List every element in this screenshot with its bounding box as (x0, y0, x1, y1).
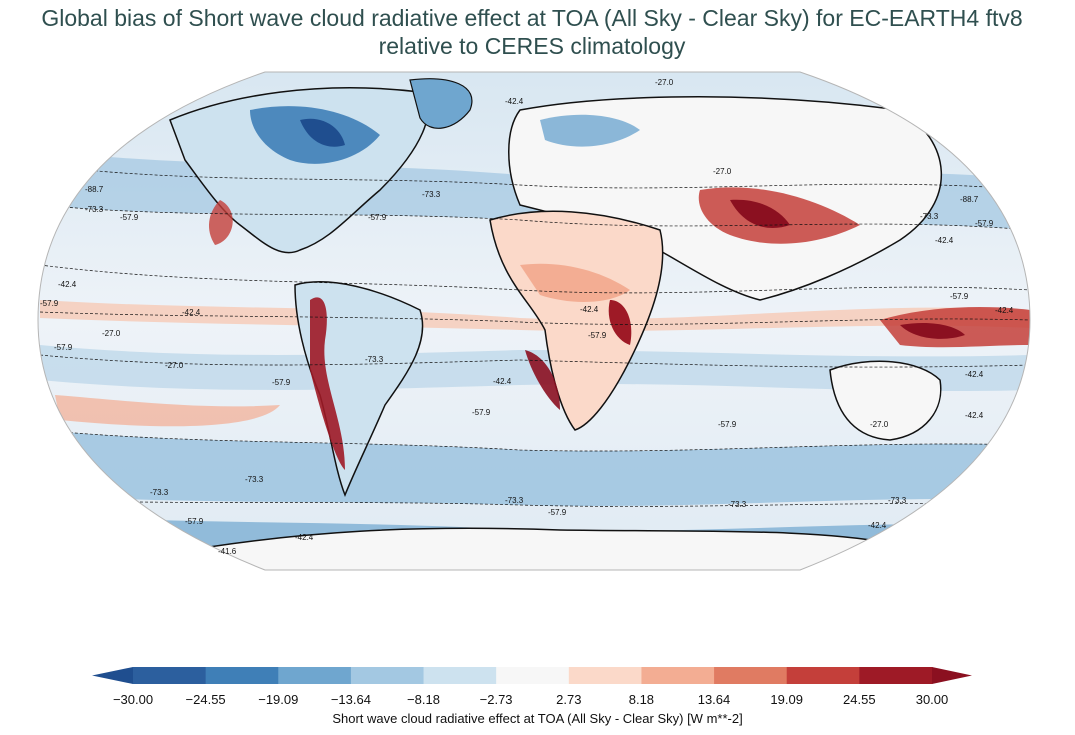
colorbar-bins (133, 667, 933, 684)
contour-label: -42.4 (935, 236, 954, 245)
globe-outline (37, 71, 1031, 571)
colorbar-tick: 24.55 (843, 692, 876, 707)
map-title: Global bias of Short wave cloud radiativ… (0, 4, 1064, 60)
map-field (38, 72, 1030, 570)
contour-label: -73.3 (150, 488, 169, 497)
contour-label: -57.9 (54, 343, 73, 352)
contour-label: -73.3 (505, 496, 524, 505)
contour-label: -27.0 (102, 329, 121, 338)
contour-label: -41.6 (218, 547, 237, 556)
colorbar-bin (496, 667, 570, 684)
contour-label: -42.4 (505, 97, 524, 106)
colorbar-tick: −8.18 (407, 692, 440, 707)
contour-label: -27.0 (713, 167, 732, 176)
colorbar-tick: −30.00 (112, 692, 154, 707)
colorbar-under-arrow (92, 667, 133, 684)
contour-label: -57.9 (472, 408, 491, 417)
colorbar-bin (859, 667, 933, 684)
contour-label: -57.9 (975, 219, 994, 228)
contour-label: -42.4 (182, 308, 201, 317)
map-title-line2: relative to CERES climatology (378, 33, 686, 59)
colorbar-bin (641, 667, 715, 684)
contour-label: -73.3 (365, 355, 384, 364)
contour-label: -42.4 (58, 280, 77, 289)
contour-label: -57.9 (40, 299, 59, 308)
colorbar-bin (133, 667, 207, 684)
contour-label: -73.3 (920, 212, 939, 221)
contour-label: -42.4 (580, 305, 599, 314)
colorbar-tick: −24.55 (185, 692, 226, 707)
contour-label: -73.3 (422, 190, 441, 199)
contour-label: -57.9 (272, 378, 291, 387)
contour-label: -57.9 (368, 213, 387, 222)
contour-label: -73.3 (728, 500, 747, 509)
colorbar-bin (786, 667, 860, 684)
contour-label: -88.7 (85, 185, 104, 194)
contour-labels: -27.0 -42.4 -88.7 -73.3 -57.9 -73.3 -57.… (40, 78, 1014, 556)
colorbar-tick: 19.09 (770, 692, 803, 707)
contour-label: -73.3 (85, 205, 104, 214)
contour-label: -42.4 (295, 533, 314, 542)
colorbar-tick: 8.18 (628, 692, 655, 707)
contour-label: -57.9 (950, 292, 969, 301)
colorbar-bin (278, 667, 352, 684)
contour-label: -27.0 (165, 361, 184, 370)
contour-label: -57.9 (588, 331, 607, 340)
colorbar-label: Short wave cloud radiative effect at TOA… (332, 711, 743, 726)
contour-label: -73.3 (888, 496, 907, 505)
colorbar-bin (714, 667, 788, 684)
contour-label: -42.4 (965, 370, 984, 379)
colorbar-tick: 2.73 (556, 692, 582, 707)
contour-label: -42.4 (995, 306, 1014, 315)
colorbar-bin (568, 667, 642, 684)
colorbar-tick: −13.64 (330, 692, 371, 707)
colorbar-bin (350, 667, 425, 684)
contour-label: -88.7 (960, 195, 979, 204)
colorbar-tick: −2.73 (479, 692, 513, 707)
colorbar-tick: 30.00 (915, 692, 949, 707)
colorbar-tick: −19.09 (258, 692, 299, 707)
colorbar-bin (205, 667, 279, 684)
contour-label: -42.4 (868, 521, 887, 530)
contour-label: -27.0 (870, 420, 889, 429)
colorbar-tick: 13.64 (697, 692, 731, 707)
colorbar-bin (423, 667, 497, 684)
contour-label: -42.4 (493, 377, 512, 386)
contour-label: -27.0 (655, 78, 674, 87)
colorbar-over-arrow (932, 667, 972, 684)
contour-label: -57.9 (120, 213, 139, 222)
contour-label: -42.4 (965, 411, 984, 420)
contour-label: -57.9 (185, 517, 204, 526)
contour-label: -73.3 (245, 475, 264, 484)
contour-label: -57.9 (548, 508, 567, 517)
contour-label: -57.9 (718, 420, 737, 429)
map-title-line1: Global bias of Short wave cloud radiativ… (41, 5, 1023, 31)
